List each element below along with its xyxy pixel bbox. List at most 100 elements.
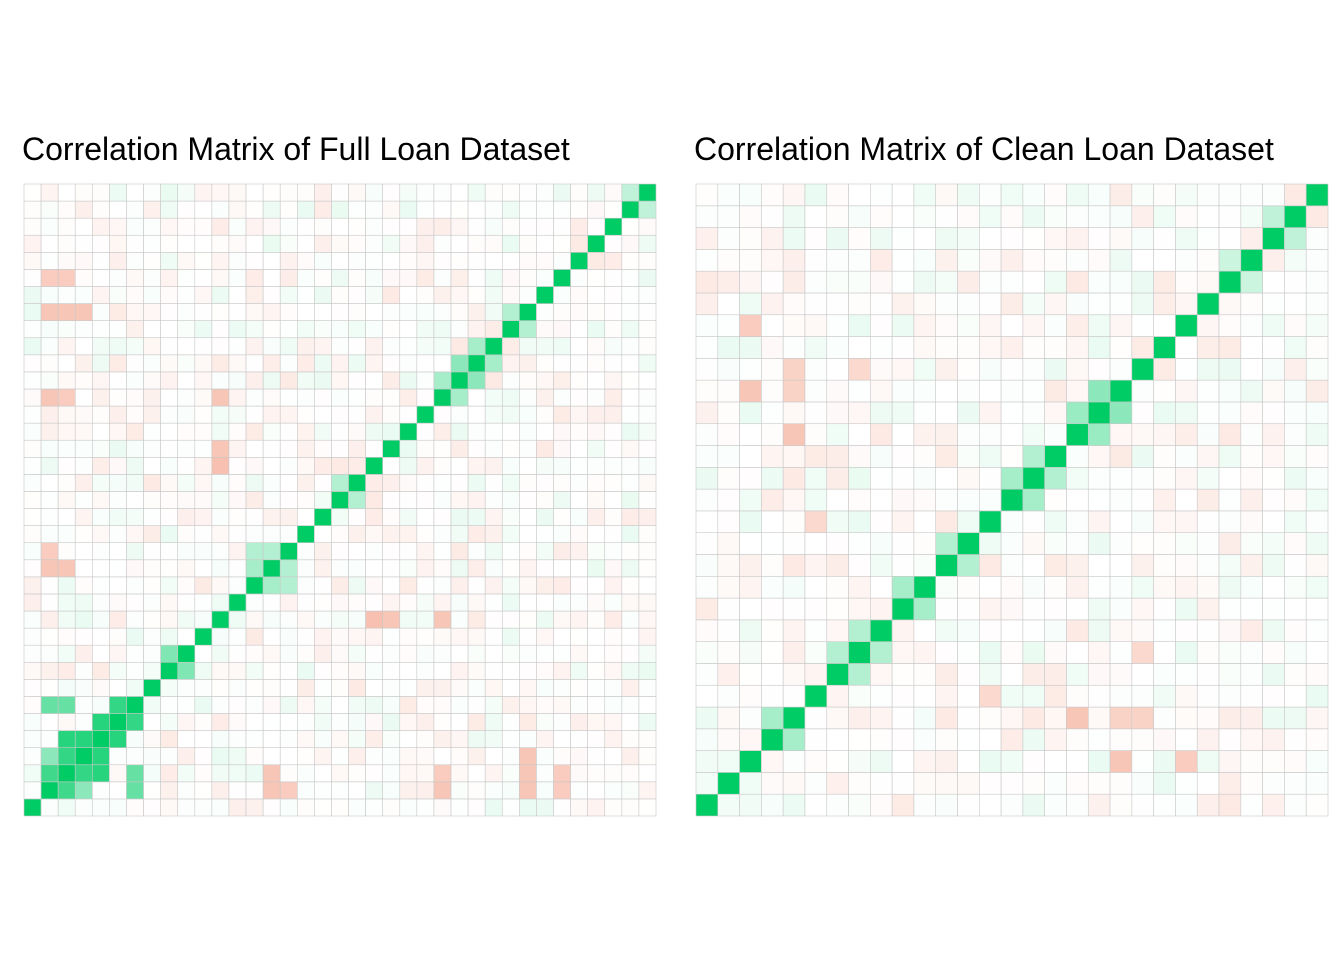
heatmap-cell <box>279 764 298 783</box>
heatmap-cell <box>913 292 937 316</box>
heatmap-cell <box>160 525 179 543</box>
heatmap-diagonal-cell <box>1109 379 1133 403</box>
heatmap-cell <box>177 610 196 629</box>
heatmap-cell <box>23 439 42 458</box>
heatmap-cell <box>1175 750 1198 773</box>
heatmap-cell <box>40 388 59 407</box>
heatmap-cell <box>279 474 298 492</box>
heatmap-cell <box>177 764 196 783</box>
heatmap-cell <box>604 730 623 748</box>
heatmap-cell <box>467 405 486 424</box>
heatmap-cell <box>1240 619 1263 642</box>
heatmap-cell <box>262 303 281 321</box>
heatmap-cell <box>979 336 1002 359</box>
heatmap-cell <box>717 467 740 490</box>
heatmap-cell <box>1000 772 1024 795</box>
heatmap-cell <box>23 559 42 578</box>
heatmap-cell <box>57 491 76 509</box>
heatmap-cell <box>587 337 606 356</box>
heatmap-cell <box>739 445 762 468</box>
heatmap-cell <box>1175 249 1198 272</box>
heatmap-cell <box>109 491 127 509</box>
heatmap-cell <box>1044 249 1067 272</box>
heatmap-cell <box>331 542 349 561</box>
heatmap-cell <box>1305 619 1329 642</box>
heatmap-cell <box>365 576 383 595</box>
heatmap-cell <box>1066 336 1089 359</box>
heatmap-cell <box>570 542 588 561</box>
heatmap-cell <box>160 337 179 356</box>
heatmap-cell <box>695 663 719 686</box>
heatmap-cell <box>433 354 452 373</box>
heatmap-cell <box>143 439 161 458</box>
heatmap-cell <box>382 320 401 339</box>
heatmap-cell <box>211 798 230 817</box>
heatmap-cell <box>348 405 366 424</box>
heatmap-cell <box>979 663 1002 686</box>
heatmap-cell <box>587 661 606 680</box>
heatmap-cell <box>1087 379 1111 403</box>
heatmap-cell <box>92 286 110 304</box>
heatmap-cell <box>57 217 76 236</box>
heatmap-cell <box>1066 292 1089 316</box>
heatmap-cell <box>382 747 401 766</box>
heatmap-cell <box>1066 575 1089 599</box>
heatmap-cell <box>638 627 657 646</box>
heatmap-cell <box>782 205 806 228</box>
heatmap-cell <box>935 619 958 642</box>
heatmap-cell <box>382 269 401 287</box>
heatmap-cell <box>1218 772 1242 795</box>
heatmap-diagonal-cell <box>348 474 366 492</box>
heatmap-cell <box>92 781 110 800</box>
heatmap-cell <box>211 644 230 663</box>
heatmap-cell <box>160 474 179 492</box>
heatmap-cell <box>957 379 980 403</box>
heatmap-cell <box>519 508 537 526</box>
heatmap-cell <box>1044 597 1067 621</box>
heatmap-diagonal-cell <box>1022 467 1045 490</box>
heatmap-cell <box>365 747 383 766</box>
heatmap-cell <box>870 401 893 425</box>
heatmap-diagonal-cell <box>826 663 849 686</box>
heatmap-cell <box>450 422 469 441</box>
heatmap-cell <box>913 270 937 294</box>
heatmap-cell <box>160 696 179 714</box>
heatmap-cell <box>1066 728 1089 751</box>
heatmap-cell <box>587 200 606 219</box>
heatmap-cell <box>1044 510 1067 533</box>
heatmap-cell <box>979 597 1002 621</box>
heatmap-cell <box>143 696 161 714</box>
heatmap-cell <box>331 234 349 253</box>
heatmap-cell <box>957 728 980 751</box>
heatmap-cell <box>211 747 230 766</box>
heatmap-diagonal-cell <box>587 234 606 253</box>
heatmap-cell <box>23 456 42 475</box>
heatmap-cell <box>695 423 719 446</box>
heatmap-cell <box>433 183 452 202</box>
heatmap-cell <box>314 474 332 492</box>
heatmap-cell <box>870 205 893 228</box>
heatmap-cell <box>160 252 179 270</box>
heatmap-cell <box>621 696 640 714</box>
heatmap-cell <box>1109 488 1133 512</box>
heatmap-cell <box>587 644 606 663</box>
heatmap-cell <box>74 354 93 373</box>
heatmap-cell <box>1131 575 1154 599</box>
heatmap-cell <box>1284 401 1307 425</box>
heatmap-cell <box>739 358 762 381</box>
heatmap-cell <box>279 234 298 253</box>
heatmap-cell <box>126 183 144 202</box>
heatmap-cell <box>382 661 401 680</box>
heatmap-cell <box>1153 401 1176 425</box>
heatmap-cell <box>450 491 469 509</box>
heatmap-cell <box>296 354 315 373</box>
heatmap-cell <box>467 320 486 339</box>
heatmap-cell <box>501 234 520 253</box>
heatmap-cell <box>57 286 76 304</box>
heatmap-cell <box>143 542 161 561</box>
heatmap-cell <box>501 559 520 578</box>
heatmap-cell <box>553 764 571 783</box>
heatmap-cell <box>74 456 93 475</box>
heatmap-cell <box>913 750 937 773</box>
heatmap-cell <box>1109 467 1133 490</box>
